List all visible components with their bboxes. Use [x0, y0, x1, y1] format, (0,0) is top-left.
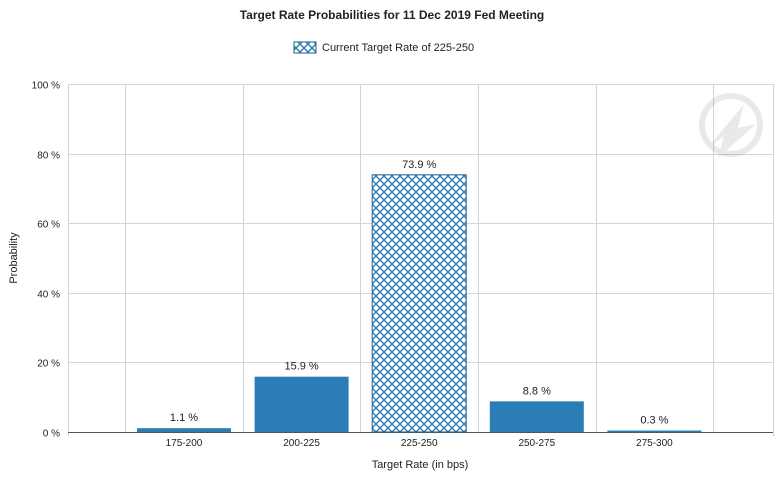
x-tick-label-200-225: 200-225 [283, 438, 320, 449]
y-tick-label: 40 % [37, 290, 60, 301]
bar-225-250[interactable] [371, 174, 467, 433]
x-axis-label: Target Rate (in bps) [372, 459, 469, 471]
legend-label: Current Target Rate of 225-250 [322, 42, 474, 54]
x-tick-label-225-250: 225-250 [401, 438, 438, 449]
y-tick-label: 0 % [43, 429, 60, 440]
bar-250-275[interactable] [489, 401, 584, 432]
gridlines [68, 84, 774, 436]
data-label-275-300: 0.3 % [640, 415, 668, 427]
x-tick-label-175-200: 175-200 [166, 438, 203, 449]
data-label-225-250: 73.9 % [402, 159, 436, 171]
y-tick-label: 100 % [32, 81, 60, 92]
bar-200-225[interactable] [254, 376, 349, 432]
y-tick-label: 80 % [37, 151, 60, 162]
data-labels: 1.1 % 15.9 % 73.9 % 8.8 % 0.3 % [170, 159, 669, 427]
y-tick-label: 60 % [37, 220, 60, 231]
y-tick-label: 20 % [37, 359, 60, 370]
data-label-250-275: 8.8 % [523, 385, 551, 397]
x-tick-label-250-275: 250-275 [518, 438, 555, 449]
data-label-175-200: 1.1 % [170, 412, 198, 424]
chart-title: Target Rate Probabilities for 11 Dec 201… [240, 8, 545, 22]
x-tick-label-275-300: 275-300 [636, 438, 673, 449]
y-axis-ticks: 0 % 20 % 40 % 60 % 80 % 100 % [32, 81, 60, 440]
legend[interactable]: Current Target Rate of 225-250 [293, 41, 474, 54]
bar-275-300[interactable] [607, 430, 702, 433]
data-label-200-225: 15.9 % [284, 361, 318, 373]
bar-175-200[interactable] [137, 428, 231, 432]
x-axis-ticks: 175-200 200-225 225-250 250-275 275-300 [166, 438, 674, 449]
bars [137, 174, 702, 433]
legend-swatch [293, 41, 317, 54]
y-axis-label: Probability [8, 232, 20, 284]
watermark-logo [699, 93, 763, 158]
